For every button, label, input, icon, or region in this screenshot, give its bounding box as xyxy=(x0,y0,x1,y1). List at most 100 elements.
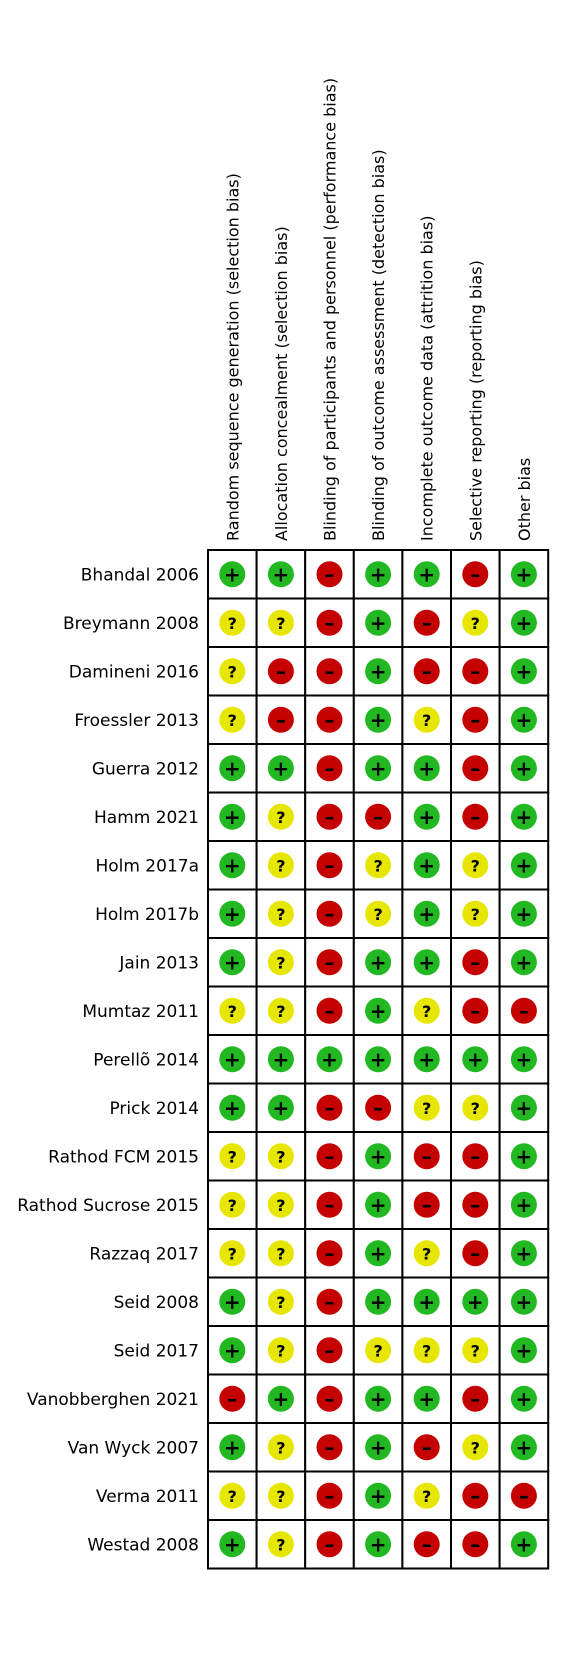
cell-westad-2008-domain-2: ? xyxy=(255,1519,307,1570)
cell-damineni-2016-domain-7: + xyxy=(498,646,550,697)
high-risk-marker xyxy=(462,1531,489,1558)
cell-jain-2013-domain-2: ? xyxy=(255,937,307,988)
cell-bhandal-2006-domain-2: + xyxy=(255,549,307,600)
judgement-symbol: – xyxy=(325,562,335,586)
judgement-symbol: + xyxy=(516,1047,533,1071)
cell-rathod-fcm-2015-domain-6: – xyxy=(450,1131,501,1182)
high-risk-marker xyxy=(462,1240,489,1267)
judgement-symbol: – xyxy=(519,999,529,1023)
judgement-symbol: – xyxy=(276,708,286,732)
judgement-symbol: + xyxy=(516,853,533,877)
cell-holm-2017b-domain-5: + xyxy=(401,888,452,939)
study-label-van-wyck-2007: Van Wyck 2007 xyxy=(68,1438,199,1458)
cell-perell-2014-domain-6: + xyxy=(450,1034,501,1085)
judgement-symbol: + xyxy=(516,1096,533,1120)
cell-bhandal-2006-domain-7: + xyxy=(498,549,550,600)
domain-header-7: Other bias xyxy=(515,458,534,541)
cell-van-wyck-2007-domain-4: + xyxy=(352,1422,404,1473)
low-risk-marker xyxy=(510,1191,537,1218)
high-risk-marker xyxy=(316,1434,343,1461)
judgement-symbol: + xyxy=(418,1387,435,1411)
low-risk-marker xyxy=(219,949,246,976)
high-risk-marker xyxy=(365,1094,392,1121)
judgement-symbol: + xyxy=(370,611,387,635)
judgement-symbol: – xyxy=(422,1144,432,1168)
high-risk-marker xyxy=(316,852,343,879)
cell-hamm-2021-domain-1: + xyxy=(207,791,258,842)
cell-breymann-2008-domain-6: ? xyxy=(450,597,501,648)
high-risk-marker xyxy=(413,1143,440,1170)
judgement-symbol: + xyxy=(273,1387,290,1411)
judgement-symbol: – xyxy=(470,1532,480,1556)
cell-holm-2017b-domain-7: + xyxy=(498,888,550,939)
study-label-holm-2017a: Holm 2017a xyxy=(95,856,199,876)
judgement-symbol: + xyxy=(370,1484,387,1508)
unclear-risk-marker xyxy=(267,997,294,1024)
study-label-holm-2017b: Holm 2017b xyxy=(95,905,199,925)
judgement-symbol: ? xyxy=(228,1002,237,1021)
high-risk-marker xyxy=(316,1094,343,1121)
cell-westad-2008-domain-7: + xyxy=(498,1519,550,1570)
judgement-symbol: – xyxy=(422,611,432,635)
judgement-symbol: + xyxy=(516,1193,533,1217)
unclear-risk-marker xyxy=(267,609,294,636)
judgement-symbol: ? xyxy=(228,662,237,681)
unclear-risk-marker xyxy=(413,1240,440,1267)
judgement-symbol: ? xyxy=(471,1099,480,1118)
low-risk-marker xyxy=(365,1191,392,1218)
judgement-symbol: + xyxy=(516,562,533,586)
high-risk-marker xyxy=(462,997,489,1024)
study-label-seid-2008: Seid 2008 xyxy=(114,1293,199,1313)
low-risk-marker xyxy=(267,1094,294,1121)
judgement-symbol: + xyxy=(516,708,533,732)
judgement-symbol: + xyxy=(224,1096,241,1120)
judgement-symbol: ? xyxy=(276,1341,285,1360)
judgement-symbol: ? xyxy=(373,856,382,875)
cell-prick-2014-domain-1: + xyxy=(207,1082,258,1133)
cell-breymann-2008-domain-7: + xyxy=(498,597,550,648)
cell-rathod-fcm-2015-domain-4: + xyxy=(352,1131,404,1182)
study-label-mumtaz-2011: Mumtaz 2011 xyxy=(82,1002,199,1022)
judgement-symbol: + xyxy=(370,950,387,974)
judgement-symbol: + xyxy=(273,1096,290,1120)
study-label-westad-2008: Westad 2008 xyxy=(87,1535,199,1555)
judgement-symbol: + xyxy=(370,756,387,780)
high-risk-marker xyxy=(316,1385,343,1412)
high-risk-marker xyxy=(316,1531,343,1558)
unclear-risk-marker xyxy=(413,1094,440,1121)
cell-vanobberghen-2021-domain-2: + xyxy=(255,1373,307,1424)
high-risk-marker xyxy=(462,1385,489,1412)
high-risk-marker xyxy=(316,755,343,782)
unclear-risk-marker xyxy=(267,900,294,927)
cell-mumtaz-2011-domain-2: ? xyxy=(255,985,307,1036)
study-labels: Bhandal 2006 Breymann 2008 Damineni 2016 Fr… xyxy=(17,565,199,1555)
high-risk-marker xyxy=(462,706,489,733)
study-label-hamm-2021: Hamm 2021 xyxy=(94,808,199,828)
low-risk-marker xyxy=(510,1337,537,1364)
cell-breymann-2008-domain-1: ? xyxy=(207,597,258,648)
cell-damineni-2016-domain-1: ? xyxy=(207,646,258,697)
low-risk-marker xyxy=(365,1482,392,1509)
judgement-symbol: ? xyxy=(228,1487,237,1506)
judgement-symbol: + xyxy=(418,805,435,829)
cell-rathod-sucrose-2015-domain-3: – xyxy=(304,1179,355,1230)
cell-border xyxy=(401,1131,452,1182)
cell-jain-2013-domain-4: + xyxy=(352,937,404,988)
study-label-rathod-fcm-2015: Rathod FCM 2015 xyxy=(48,1147,199,1167)
judgement-symbol: – xyxy=(422,1193,432,1217)
study-label-froessler-2013: Froessler 2013 xyxy=(74,711,199,731)
cell-verma-2011-domain-7: – xyxy=(498,1470,550,1521)
low-risk-marker xyxy=(413,1046,440,1073)
cell-perell-2014-domain-7: + xyxy=(498,1034,550,1085)
unclear-risk-marker xyxy=(365,900,392,927)
cell-damineni-2016-domain-2: – xyxy=(255,646,307,697)
judgement-symbol: – xyxy=(325,999,335,1023)
judgement-symbol: – xyxy=(422,1435,432,1459)
judgement-symbol: + xyxy=(418,1047,435,1071)
high-risk-marker xyxy=(267,706,294,733)
judgement-symbol: ? xyxy=(373,905,382,924)
unclear-risk-marker xyxy=(413,1337,440,1364)
low-risk-marker xyxy=(365,706,392,733)
high-risk-marker xyxy=(316,949,343,976)
cell-guerra-2012-domain-6: – xyxy=(450,743,501,794)
